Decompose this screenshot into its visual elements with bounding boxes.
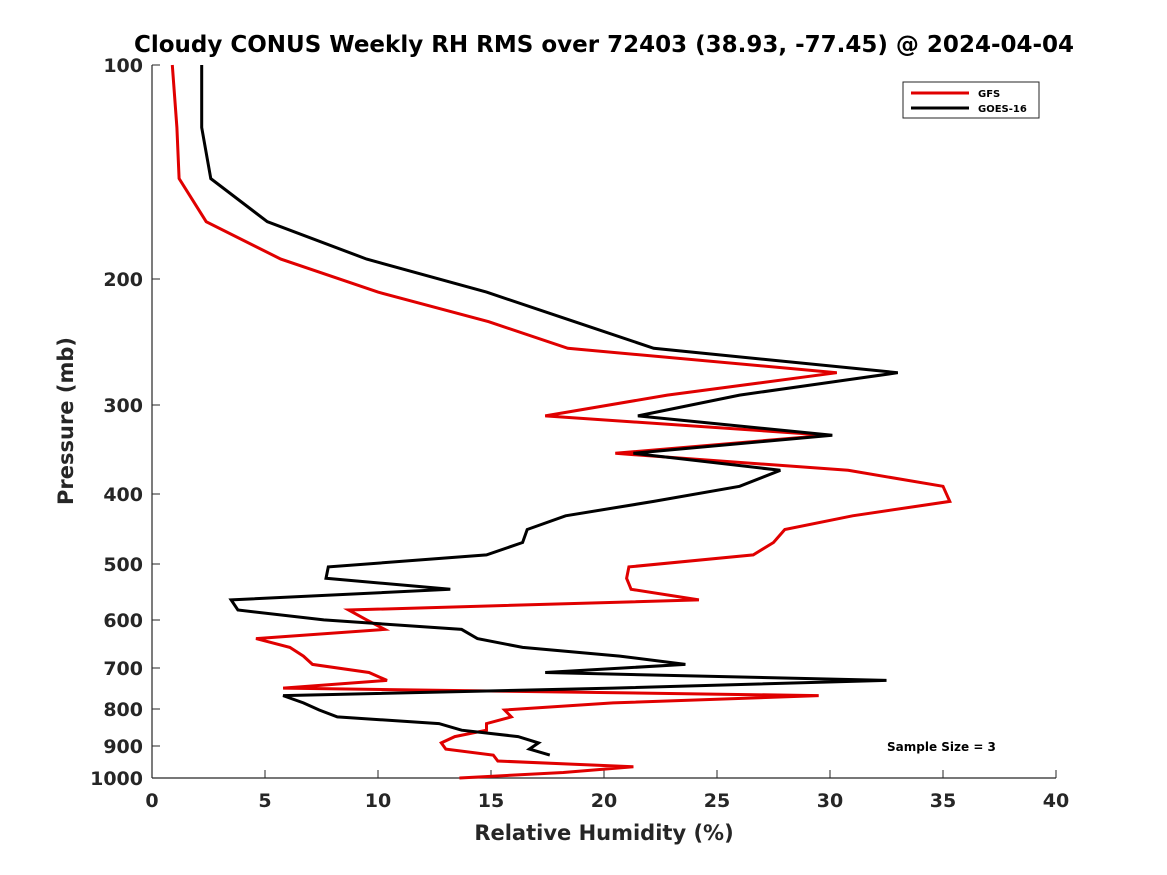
axes: 0 5 10 15 20 25 30 35 40 100 200 300 400 500 600 700 800… xyxy=(90,55,1069,812)
legend-box xyxy=(902,81,1040,119)
y-tick-label: 200 xyxy=(103,269,143,291)
x-tick-label: 15 xyxy=(478,790,504,812)
legend: GFS GOES-16 xyxy=(902,81,1040,119)
legend-label: GOES-16 xyxy=(978,104,1027,115)
x-tick-label: 40 xyxy=(1043,790,1069,812)
x-tick-label: 30 xyxy=(817,790,843,812)
x-tick-label: 0 xyxy=(145,790,158,812)
y-tick-label: 100 xyxy=(103,55,143,77)
series-lines xyxy=(170,64,952,780)
x-tick-label: 5 xyxy=(258,790,271,812)
y-tick-label: 300 xyxy=(103,395,143,417)
y-tick-label: 1000 xyxy=(90,768,143,790)
x-tick-label: 25 xyxy=(704,790,730,812)
y-axis-label: Pressure (mb) xyxy=(54,337,78,505)
y-tick-label: 700 xyxy=(103,658,143,680)
y-tick-label: 500 xyxy=(103,554,143,576)
y-tick-label: 800 xyxy=(103,699,143,721)
sample-size-annotation: Sample Size = 3 xyxy=(887,740,996,754)
x-axis-label: Relative Humidity (%) xyxy=(474,821,733,845)
series-line-goes-16 xyxy=(200,65,899,757)
x-tick-label: 10 xyxy=(365,790,391,812)
y-tick-label: 900 xyxy=(103,736,143,758)
y-tick-label: 600 xyxy=(103,610,143,632)
x-tick-label: 35 xyxy=(930,790,956,812)
x-tick-label: 20 xyxy=(591,790,617,812)
y-tick-label: 400 xyxy=(103,484,143,506)
legend-label: GFS xyxy=(978,89,1000,100)
chart-title: Cloudy CONUS Weekly RH RMS over 72403 (3… xyxy=(134,32,1074,58)
